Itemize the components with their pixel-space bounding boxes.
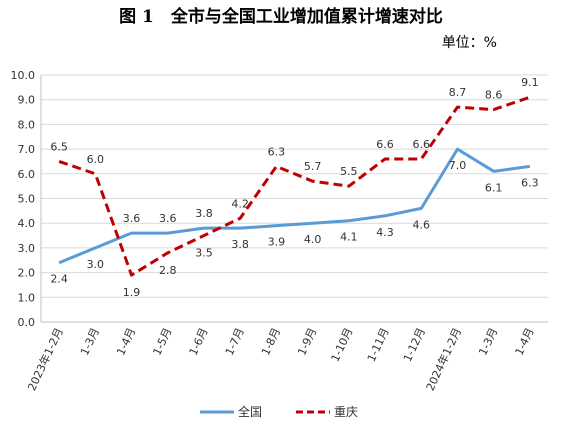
x-tick-label: 1-3月 bbox=[476, 326, 500, 358]
data-label-chongqing: 8.6 bbox=[485, 89, 503, 102]
legend-label: 全国 bbox=[238, 404, 262, 419]
data-label-chongqing: 6.5 bbox=[50, 140, 68, 153]
x-tick-label: 1-9月 bbox=[295, 326, 319, 358]
y-tick-label: 7.0 bbox=[18, 143, 36, 156]
data-label-national: 3.6 bbox=[159, 212, 177, 225]
y-tick-label: 10.0 bbox=[11, 69, 36, 82]
data-label-national: 4.0 bbox=[304, 233, 322, 246]
x-tick-label: 1-8月 bbox=[259, 326, 283, 358]
data-label-chongqing: 1.9 bbox=[123, 286, 141, 299]
data-label-chongqing: 8.7 bbox=[449, 86, 467, 99]
data-label-chongqing: 6.6 bbox=[376, 138, 394, 151]
x-tick-label: 1-5月 bbox=[150, 326, 174, 358]
data-label-chongqing: 6.6 bbox=[413, 138, 431, 151]
y-tick-label: 6.0 bbox=[18, 168, 36, 181]
data-label-national: 3.8 bbox=[195, 207, 213, 220]
x-tick-label: 1-4月 bbox=[513, 326, 537, 358]
y-tick-label: 4.0 bbox=[18, 217, 36, 230]
series-lines bbox=[58, 95, 531, 277]
data-label-national: 3.9 bbox=[268, 236, 286, 249]
x-tick-label: 2023年1-2月 bbox=[24, 325, 65, 393]
data-label-national: 6.3 bbox=[521, 176, 539, 189]
data-label-chongqing: 6.0 bbox=[87, 153, 105, 166]
data-label-chongqing: 6.3 bbox=[268, 145, 286, 158]
y-tick-label: 1.0 bbox=[18, 291, 36, 304]
y-tick-label: 8.0 bbox=[18, 118, 36, 131]
data-label-national: 3.6 bbox=[123, 212, 141, 225]
y-axis-ticks: 0.0 1.0 2.0 3.0 4.0 5.0 6.0 7.0 8.0 9.0 10.0 bbox=[11, 69, 36, 329]
x-tick-label: 1-3月 bbox=[78, 326, 102, 358]
x-tick-label: 1-11月 bbox=[365, 326, 392, 364]
data-label-chongqing: 9.1 bbox=[521, 76, 539, 89]
y-tick-label: 3.0 bbox=[18, 242, 36, 255]
x-tick-label: 1-6月 bbox=[187, 326, 211, 358]
legend-label: 重庆 bbox=[334, 405, 358, 419]
data-label-national: 3.0 bbox=[87, 258, 105, 271]
data-label-chongqing: 5.7 bbox=[304, 160, 322, 173]
data-labels: 2.4 6.5 3.0 6.0 3.6 1.9 3.6 2.8 3.8 3.5 3.8 4.2 3.9 6… bbox=[50, 76, 538, 299]
data-label-national: 6.1 bbox=[485, 181, 503, 194]
y-tick-label: 2.0 bbox=[18, 267, 36, 280]
y-tick-label: 0.0 bbox=[18, 316, 36, 329]
series-line-national bbox=[58, 147, 531, 265]
gridlines bbox=[40, 74, 548, 323]
unit-label: 单位：% bbox=[442, 35, 497, 51]
data-label-national: 3.8 bbox=[231, 238, 249, 251]
x-tick-label: 1-12月 bbox=[401, 326, 428, 364]
data-label-national: 4.6 bbox=[413, 218, 431, 231]
chart-title: 图 1 全市与全国工业增加值累计增速对比 bbox=[119, 6, 443, 27]
x-tick-label: 1-4月 bbox=[114, 326, 138, 358]
x-tick-label: 1-7月 bbox=[223, 326, 247, 358]
data-label-chongqing: 2.8 bbox=[159, 264, 177, 277]
data-label-chongqing: 3.5 bbox=[195, 247, 213, 260]
data-label-national: 4.3 bbox=[376, 226, 394, 239]
legend: 全国 重庆 bbox=[200, 404, 358, 419]
y-tick-label: 9.0 bbox=[18, 94, 36, 107]
x-tick-label: 2024年1-2月 bbox=[423, 325, 464, 393]
x-axis-ticks: 2023年1-2月 1-3月 1-4月 1-5月 1-6月 1-7月 1-8月 1-9月 1-1… bbox=[24, 325, 536, 393]
data-label-national: 7.0 bbox=[449, 159, 467, 172]
series-line-chongqing bbox=[58, 95, 531, 277]
data-label-national: 2.4 bbox=[50, 273, 68, 286]
data-label-chongqing: 5.5 bbox=[340, 165, 358, 178]
x-tick-label: 1-10月 bbox=[329, 326, 356, 364]
data-label-chongqing: 4.2 bbox=[231, 197, 249, 210]
data-label-national: 4.1 bbox=[340, 231, 358, 244]
y-tick-label: 5.0 bbox=[18, 193, 36, 206]
